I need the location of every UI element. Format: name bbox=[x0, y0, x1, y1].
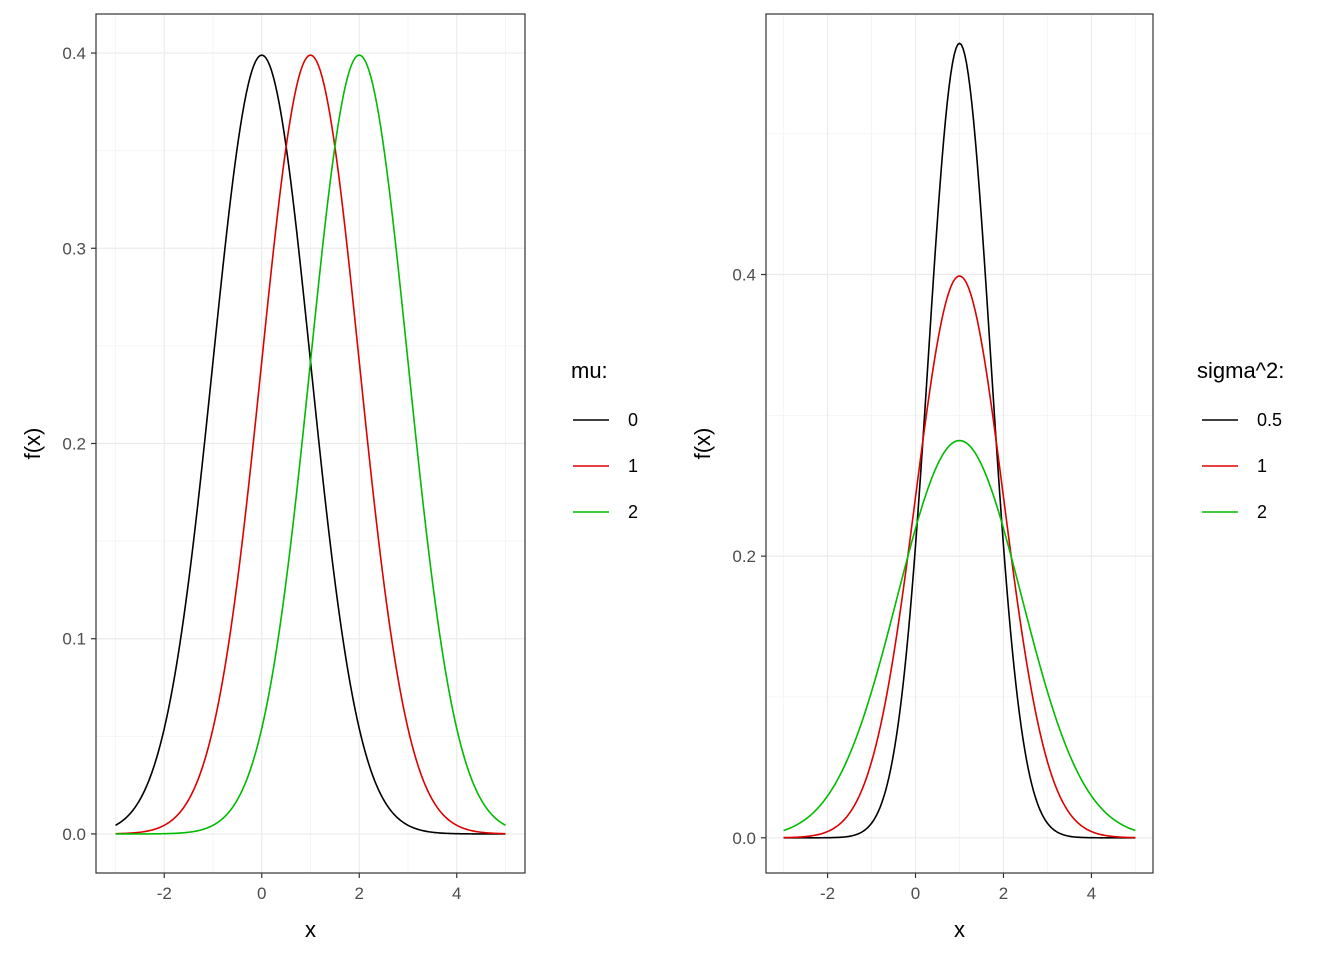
y-tick-label: 0.4 bbox=[62, 44, 86, 63]
y-tick-label: 0.0 bbox=[62, 825, 86, 844]
y-axis-title: f(x) bbox=[20, 428, 45, 460]
legend: mu: 0 1 2 bbox=[571, 358, 638, 522]
y-tick-label: 0.1 bbox=[62, 630, 86, 649]
panel-border bbox=[765, 13, 1154, 874]
legend-title: mu: bbox=[571, 358, 608, 383]
x-tick-label: -2 bbox=[157, 884, 172, 903]
legend-label-1: 1 bbox=[1257, 456, 1267, 476]
series-line-2 bbox=[115, 54, 506, 835]
y-tick-label: 0.2 bbox=[732, 547, 756, 566]
y-tick-label: 0.2 bbox=[62, 435, 86, 454]
x-tick-label: 2 bbox=[355, 884, 364, 903]
y-tick-label: 0.3 bbox=[62, 239, 86, 258]
series-line-0.5 bbox=[783, 42, 1136, 839]
legend-title: sigma^2: bbox=[1197, 358, 1284, 383]
series-line-1 bbox=[783, 275, 1136, 839]
x-axis-title: x bbox=[954, 917, 965, 942]
series-line-2 bbox=[783, 439, 1136, 832]
legend-label-0: 0 bbox=[628, 410, 638, 430]
legend-label-2: 2 bbox=[1257, 502, 1267, 522]
x-axis-title: x bbox=[305, 917, 316, 942]
series-line-1 bbox=[115, 54, 506, 835]
legend-label-2: 2 bbox=[628, 502, 638, 522]
chart-panel-2: -2 0 2 4 0.0 0.2 0.4 x f(x) sigma^2: 0.5 1 2 bbox=[690, 13, 1284, 942]
x-tick-label: 0 bbox=[257, 884, 266, 903]
y-tick-label: 0.0 bbox=[732, 829, 756, 848]
y-tick-label: 0.4 bbox=[732, 266, 756, 285]
x-tick-label: 2 bbox=[999, 884, 1008, 903]
x-tick-label: 0 bbox=[911, 884, 920, 903]
x-tick-label: 4 bbox=[452, 884, 461, 903]
legend-label-0.5: 0.5 bbox=[1257, 410, 1282, 430]
x-tick-label: -2 bbox=[820, 884, 835, 903]
legend-label-1: 1 bbox=[628, 456, 638, 476]
chart-panel-1: -2 0 2 4 0.0 0.1 0.2 0.3 0.4 x f(x) mu: 0 1 2 bbox=[20, 13, 638, 942]
legend: sigma^2: 0.5 1 2 bbox=[1197, 358, 1284, 522]
y-axis-title: f(x) bbox=[690, 428, 715, 460]
x-tick-label: 4 bbox=[1087, 884, 1096, 903]
